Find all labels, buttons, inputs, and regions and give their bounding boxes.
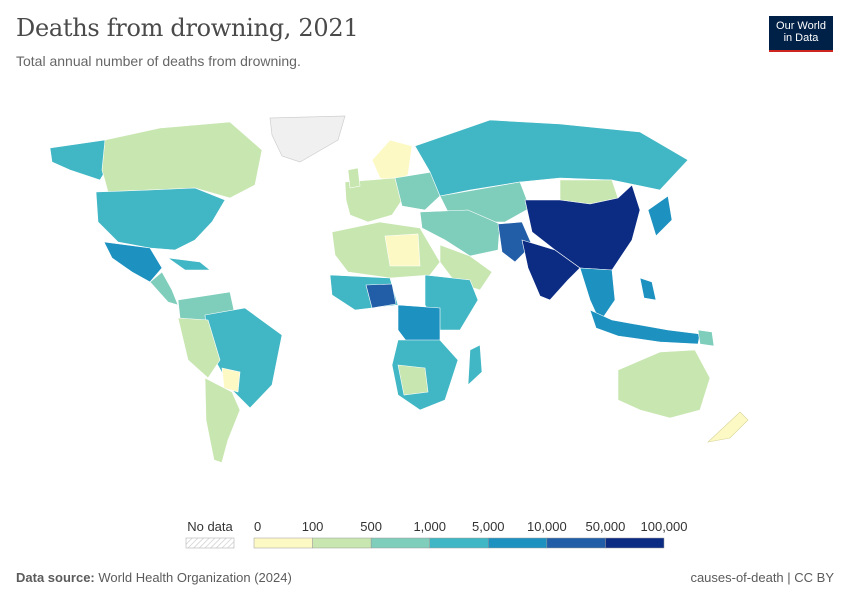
logo-line-2: in Data [783, 32, 819, 44]
data-source: Data source: World Health Organization (… [16, 570, 292, 585]
region-scandinavia[interactable] [371, 139, 413, 183]
region-new-zealand[interactable] [707, 411, 749, 443]
legend-tick-label: 100,000 [641, 519, 688, 534]
region-namibia-botswana[interactable] [397, 364, 429, 396]
region-argentina-chile[interactable] [204, 377, 241, 467]
legend-bins [253, 537, 665, 549]
region-peru-bolivia[interactable] [177, 317, 221, 379]
legend-ticks: 0 100 500 1,000 5,000 10,000 50,000 100,000 [254, 519, 688, 534]
legend-bin[interactable] [488, 537, 548, 549]
region-japan[interactable] [647, 195, 673, 237]
credit-text[interactable]: causes-of-death | CC BY [690, 570, 834, 585]
legend-no-data-swatch [185, 537, 235, 549]
region-canada[interactable] [101, 121, 263, 199]
region-indonesia[interactable] [589, 309, 701, 345]
data-source-label: Data source: [16, 570, 95, 585]
region-india[interactable] [521, 239, 581, 301]
world-map [49, 115, 749, 467]
chart-title: Deaths from drowning, 2021 [16, 14, 359, 42]
legend-tick-label: 10,000 [527, 519, 567, 534]
legend-bin[interactable] [429, 537, 489, 549]
legend-no-data-label: No data [187, 519, 233, 534]
region-australia[interactable] [617, 349, 711, 419]
legend-bin[interactable] [370, 537, 430, 549]
region-paraguay[interactable] [221, 367, 241, 393]
region-eastern-europe[interactable] [394, 171, 441, 211]
owid-logo[interactable]: Our World in Data [769, 16, 833, 52]
region-pakistan[interactable] [497, 221, 533, 263]
data-source-text: World Health Organization (2024) [98, 570, 292, 585]
region-southeast-asia[interactable] [579, 267, 616, 323]
region-uk[interactable] [347, 167, 361, 189]
legend-tick-label: 1,000 [413, 519, 446, 534]
region-russia[interactable] [414, 119, 689, 197]
region-libya[interactable] [384, 233, 421, 267]
region-china[interactable] [524, 184, 641, 271]
region-nigeria[interactable] [365, 283, 397, 309]
legend-tick-label: 5,000 [472, 519, 505, 534]
legend-tick-label: 500 [360, 519, 382, 534]
region-madagascar[interactable] [467, 344, 483, 386]
region-north-africa[interactable] [331, 221, 441, 279]
legend-bin[interactable] [253, 537, 313, 549]
legend-bin[interactable] [605, 537, 665, 549]
legend-bin[interactable] [312, 537, 372, 549]
region-greenland[interactable] [269, 115, 346, 163]
legend-tick-label: 0 [254, 519, 261, 534]
chart-subtitle: Total annual number of deaths from drown… [16, 53, 301, 69]
region-philippines[interactable] [639, 277, 657, 301]
region-papua-new-guinea[interactable] [697, 329, 715, 347]
region-turkey-iran[interactable] [419, 209, 501, 257]
logo-line-1: Our World [776, 20, 826, 32]
region-united-states[interactable] [95, 187, 226, 251]
legend-bin[interactable] [546, 537, 606, 549]
region-caribbean[interactable] [167, 257, 211, 271]
legend-tick-label: 100 [302, 519, 324, 534]
region-central-america[interactable] [149, 271, 179, 306]
legend-tick-label: 50,000 [586, 519, 626, 534]
